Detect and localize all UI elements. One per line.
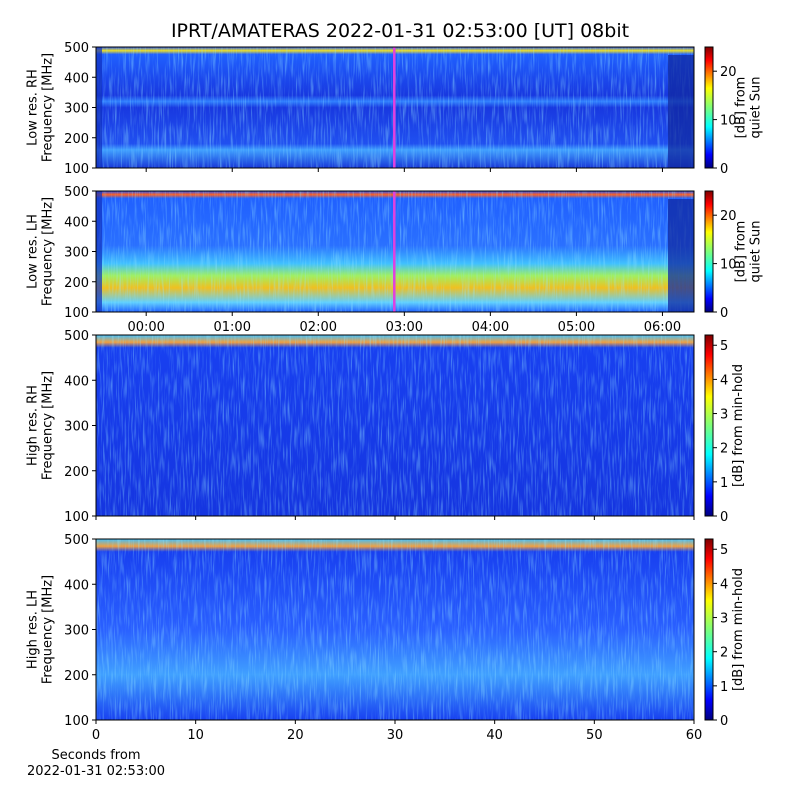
x-tick-label: 0	[92, 728, 100, 743]
x-axis-label: 2022-01-31 02:53:00	[27, 764, 165, 779]
y-tick-label: 100	[64, 306, 89, 321]
colorbar	[704, 334, 714, 517]
y-axis-label: Frequency [MHz]	[41, 53, 56, 162]
y-tick-label: 100	[64, 714, 89, 729]
data-gap	[96, 191, 102, 312]
chart-title: IPRT/AMATERAS 2022-01-31 02:53:00 [UT] 0…	[171, 20, 629, 42]
y-tick-label: 500	[64, 329, 89, 344]
colorbar	[704, 46, 714, 169]
colorbar-tick-label: 3	[720, 408, 728, 423]
y-tick-label: 500	[64, 533, 89, 548]
colorbar-label: [dB] from min-hold	[731, 568, 746, 691]
y-tick-label: 300	[64, 420, 89, 435]
y-axis-label: Low res. LH	[26, 214, 41, 289]
x-tick-label: 20	[287, 728, 304, 743]
x-tick-label: 06:00	[644, 320, 681, 335]
colorbar-label: [dB] from min-hold	[731, 364, 746, 487]
colorbar-tick-label: 3	[720, 612, 728, 627]
colorbar-tick-label: 4	[720, 577, 728, 592]
colorbar-tick-label: 0	[720, 162, 728, 177]
y-tick-label: 100	[64, 510, 89, 525]
x-tick-label: 02:00	[300, 320, 337, 335]
colorbar-label: quiet Sun	[749, 220, 764, 282]
colorbar-tick-label: 20	[720, 209, 737, 224]
y-tick-label: 400	[64, 71, 89, 86]
y-tick-label: 300	[64, 102, 89, 117]
colorbar-tick-label: 2	[720, 442, 728, 457]
y-tick-label: 200	[64, 669, 89, 684]
colorbar-tick-label: 0	[720, 306, 728, 321]
colorbar	[704, 538, 714, 721]
colorbar-tick-label: 2	[720, 646, 728, 661]
y-tick-label: 300	[64, 624, 89, 639]
colorbar-label: [dB] from	[734, 221, 749, 283]
spectrogram-noise	[96, 539, 694, 720]
colorbar-tick-label: 1	[720, 476, 728, 491]
colorbar-tick-label: 5	[720, 543, 728, 558]
y-tick-label: 200	[64, 132, 89, 147]
y-tick-label: 500	[64, 185, 89, 200]
colorbar-tick-label: 4	[720, 373, 728, 388]
colorbar-label: quiet Sun	[749, 76, 764, 138]
data-gap	[668, 55, 694, 168]
y-tick-label: 100	[64, 162, 89, 177]
y-tick-label: 400	[64, 578, 89, 593]
y-tick-label: 500	[64, 41, 89, 56]
colorbar-tick-label: 10	[720, 258, 737, 273]
colorbar-tick-label: 20	[720, 65, 737, 80]
x-tick-label: 30	[387, 728, 404, 743]
x-tick-label: 00:00	[127, 320, 164, 335]
colorbar-tick-label: 10	[720, 114, 737, 129]
y-axis-label: Frequency [MHz]	[41, 575, 56, 684]
x-tick-label: 50	[586, 728, 603, 743]
colorbar-tick-label: 1	[720, 680, 728, 695]
x-axis-label: Seconds from	[51, 748, 140, 763]
y-axis-label: Frequency [MHz]	[41, 371, 56, 480]
y-tick-label: 200	[64, 465, 89, 480]
x-tick-label: 10	[187, 728, 204, 743]
colorbar	[704, 190, 714, 313]
y-axis-label: High res. RH	[26, 385, 41, 466]
colorbar-label: [dB] from	[734, 77, 749, 139]
data-gap	[96, 47, 102, 168]
x-tick-label: 04:00	[472, 320, 509, 335]
data-gap	[668, 199, 694, 312]
x-tick-label: 40	[486, 728, 503, 743]
y-axis-label: Frequency [MHz]	[41, 197, 56, 306]
y-tick-label: 300	[64, 246, 89, 261]
x-tick-label: 05:00	[558, 320, 595, 335]
y-axis-label: Low res. RH	[26, 69, 41, 146]
colorbar-tick-label: 5	[720, 339, 728, 354]
spectrogram-noise	[96, 335, 694, 516]
y-tick-label: 200	[64, 276, 89, 291]
y-tick-label: 400	[64, 215, 89, 230]
x-tick-label: 60	[686, 728, 703, 743]
y-axis-label: High res. LH	[26, 590, 41, 669]
colorbar-tick-label: 0	[720, 510, 728, 525]
y-tick-label: 400	[64, 374, 89, 389]
x-tick-label: 01:00	[214, 320, 251, 335]
colorbar-tick-label: 0	[720, 714, 728, 729]
x-tick-label: 03:00	[386, 320, 423, 335]
